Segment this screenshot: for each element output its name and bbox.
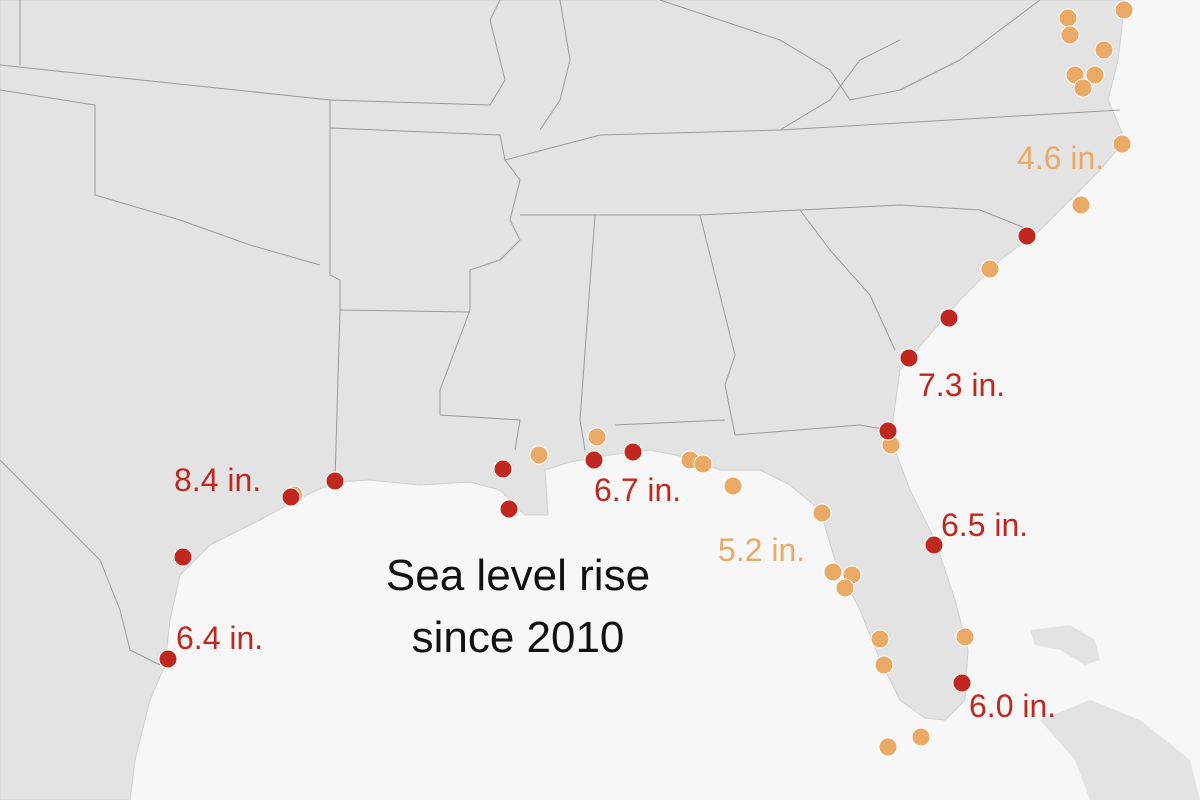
station-dot [623,442,643,462]
rise-label: 7.3 in. [918,367,1005,403]
station-dot [911,727,931,747]
station-dot [281,487,301,507]
station-dot [874,655,894,675]
state-borders [0,0,1121,666]
station-dot [158,649,178,669]
island [1040,700,1200,800]
rise-label: 4.6 in. [1017,140,1104,176]
station-dot [587,427,607,447]
map-title: Sea level rise [386,551,650,600]
station-dot [1112,134,1132,154]
station-dot [529,445,549,465]
island [1030,625,1100,665]
station-dot [1073,78,1093,98]
station-dot [173,547,193,567]
station-dot [1017,226,1037,246]
station-dot [878,737,898,757]
station-dot [939,308,959,328]
rise-label: 6.5 in. [941,507,1028,543]
station-dot [325,471,345,491]
station-dot [1085,65,1105,85]
station-dot [870,629,890,649]
rise-label: 5.2 in. [718,532,805,568]
rise-label: 6.4 in. [176,620,263,656]
rise-label: 6.7 in. [594,472,681,508]
rise-label: 8.4 in. [174,462,261,498]
rise-label: 6.0 in. [969,688,1056,724]
map-title: since 2010 [412,613,625,662]
station-dot [1060,25,1080,45]
station-dot [1071,195,1091,215]
station-dot [835,578,855,598]
stations [158,0,1134,757]
land [0,0,1126,800]
station-dot [499,499,519,519]
station-dot [493,459,513,479]
station-dot [924,535,944,555]
station-dot [812,503,832,523]
station-dot [899,348,919,368]
labels: 8.4 in. 6.4 in. 6.7 in. 5.2 in. 7.3 in. 6.5 i… [174,140,1104,724]
station-dot [878,421,898,441]
station-dot [952,673,972,693]
station-dot [1094,40,1114,60]
station-dot [584,450,604,470]
station-dot [723,476,743,496]
station-dot [693,454,713,474]
station-dot [980,259,1000,279]
station-dot [823,562,843,582]
station-dot [955,627,975,647]
station-dot [1058,8,1078,28]
station-dot [1114,0,1134,20]
